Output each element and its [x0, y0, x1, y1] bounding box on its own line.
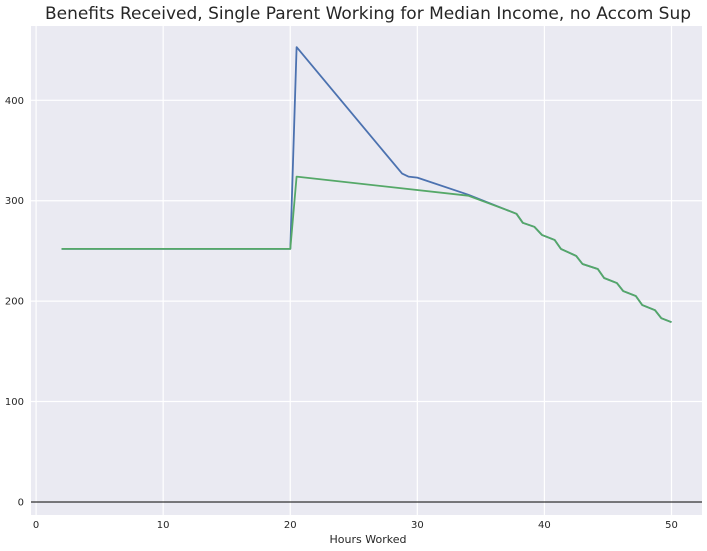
- y-tick-labels: 0 100 200 300 400: [5, 96, 24, 509]
- chart-title: Benefits Received, Single Parent Working…: [45, 4, 691, 24]
- data-series: [61, 46, 672, 324]
- x-tick-label: 40: [538, 520, 551, 531]
- x-tick-label: 50: [665, 520, 678, 531]
- x-axis-label: Hours Worked: [330, 533, 407, 546]
- x-tick-labels: 0 10 20 30 40 50: [33, 520, 678, 531]
- y-tick-label: 0: [18, 497, 24, 508]
- y-tick-label: 300: [5, 196, 24, 207]
- x-gridlines: [35, 26, 673, 515]
- x-tick-label: 10: [157, 520, 170, 531]
- x-tick-label: 30: [411, 520, 424, 531]
- y-tick-label: 100: [5, 397, 24, 408]
- x-tick-label: 20: [284, 520, 297, 531]
- x-tick-label: 0: [33, 520, 39, 531]
- y-tick-label: 200: [5, 297, 24, 308]
- plot-area: [31, 26, 702, 515]
- y-tick-label: 400: [5, 96, 24, 107]
- series-line-2: [61, 175, 672, 324]
